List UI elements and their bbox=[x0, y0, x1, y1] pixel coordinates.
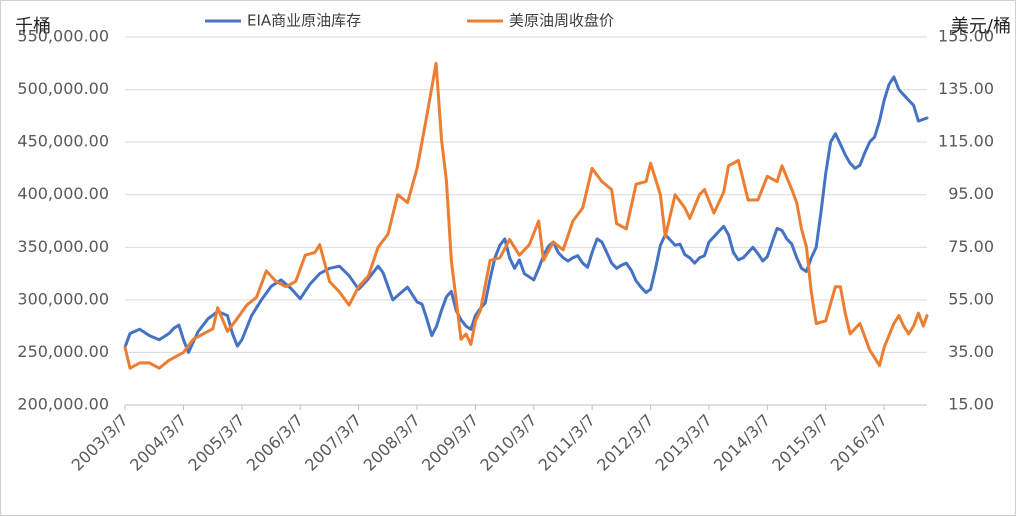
x-axis-tick-label: 2004/3/7 bbox=[126, 410, 190, 474]
x-axis-tick-label: 2005/3/7 bbox=[184, 410, 248, 474]
left-axis-tick-label: 550,000.00 bbox=[17, 27, 109, 46]
right-axis-tick-label: 55.00 bbox=[948, 289, 994, 308]
x-axis-tick-label: 2014/3/7 bbox=[710, 410, 774, 474]
right-axis-unit-label: 美元/桶 bbox=[951, 16, 1011, 37]
x-axis-tick-label: 2012/3/7 bbox=[593, 410, 657, 474]
series-lines bbox=[123, 61, 929, 370]
right-axis-tick-label: 135.00 bbox=[938, 79, 994, 98]
right-axis-tick-label: 155.00 bbox=[938, 27, 994, 46]
x-axis-tick-label: 2016/3/7 bbox=[827, 410, 891, 474]
left-axis-tick-label: 500,000.00 bbox=[17, 79, 109, 98]
right-axis-ticks: 15.00 35.00 55.00 75.00 95.00 115.00 135.00 155… bbox=[938, 27, 994, 414]
legend-label-inventory: EIA商业原油库存 bbox=[247, 12, 361, 30]
left-axis-tick-label: 450,000.00 bbox=[17, 132, 109, 151]
x-axis-tick-label: 2011/3/7 bbox=[535, 410, 599, 474]
x-axis-tick-label: 2007/3/7 bbox=[301, 410, 365, 474]
x-axis-tick-label: 2010/3/7 bbox=[476, 410, 540, 474]
x-axis-tick-label: 2003/3/7 bbox=[68, 410, 132, 474]
x-axis-tick-label: 2008/3/7 bbox=[360, 410, 424, 474]
x-axis-ticks: 2003/3/72004/3/72005/3/72006/3/72007/3/7… bbox=[68, 405, 891, 475]
right-axis-tick-label: 75.00 bbox=[948, 237, 994, 256]
left-axis-tick-label: 350,000.00 bbox=[17, 237, 109, 256]
legend-label-price: 美原油周收盘价 bbox=[509, 12, 614, 30]
series-line-crude-price bbox=[123, 61, 929, 370]
left-axis-tick-label: 400,000.00 bbox=[17, 184, 109, 203]
left-axis-tick-label: 300,000.00 bbox=[17, 289, 109, 308]
right-axis-tick-label: 35.00 bbox=[948, 342, 994, 361]
x-axis-tick-label: 2006/3/7 bbox=[243, 410, 307, 474]
left-axis-tick-label: 250,000.00 bbox=[17, 342, 109, 361]
left-axis-ticks: 200,000.00 250,000.00 300,000.00 350,000.00… bbox=[17, 27, 109, 414]
right-axis-tick-label: 95.00 bbox=[948, 184, 994, 203]
left-axis-unit-label: 千桶 bbox=[15, 16, 51, 37]
series-line-crude-inventory bbox=[123, 75, 929, 354]
x-axis-tick-label: 2015/3/7 bbox=[768, 410, 832, 474]
x-axis-tick-label: 2009/3/7 bbox=[418, 410, 482, 474]
x-axis-tick-label: 2013/3/7 bbox=[652, 410, 716, 474]
left-axis-tick-label: 200,000.00 bbox=[17, 395, 109, 414]
chart-legend: EIA商业原油库存 美原油周收盘价 bbox=[205, 12, 614, 30]
right-axis-tick-label: 15.00 bbox=[948, 395, 994, 414]
gridlines bbox=[125, 36, 927, 406]
right-axis-tick-label: 115.00 bbox=[938, 132, 994, 151]
